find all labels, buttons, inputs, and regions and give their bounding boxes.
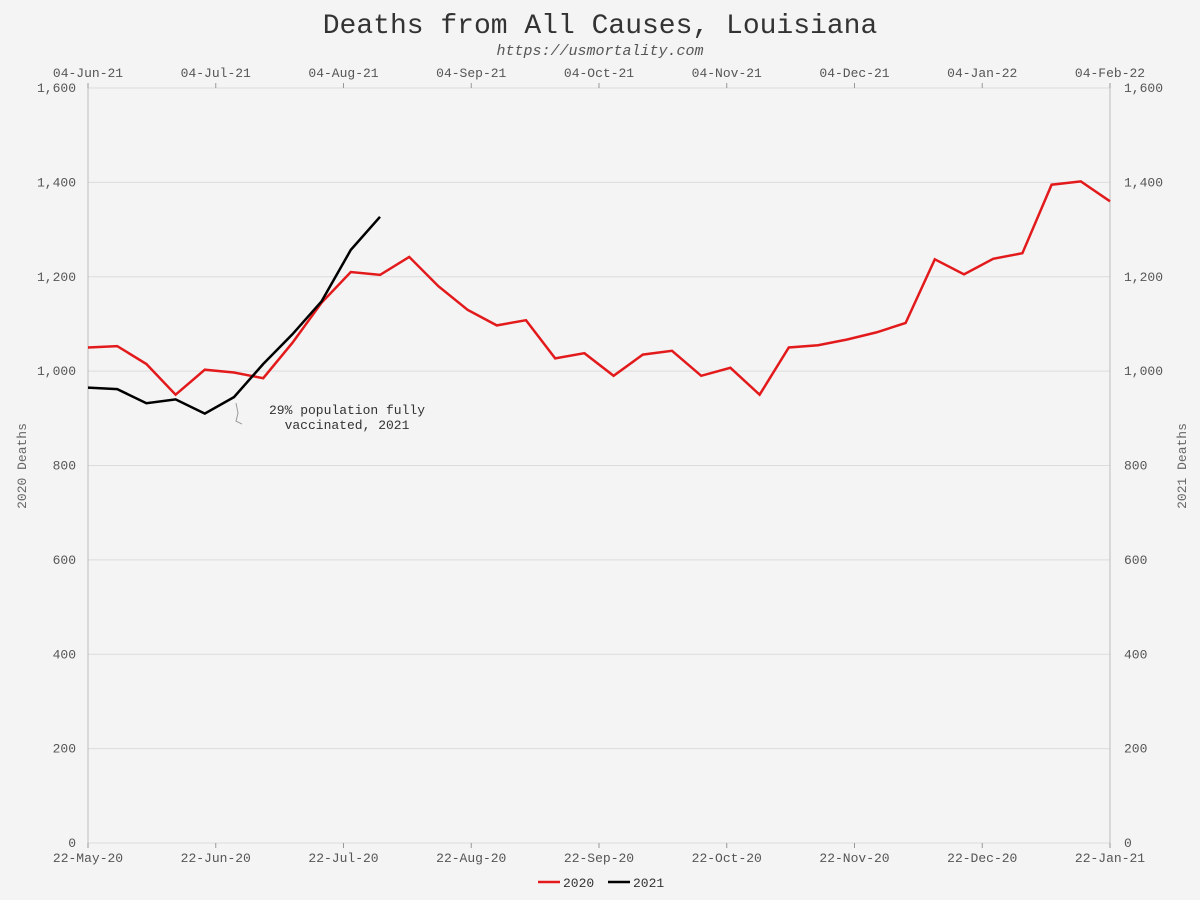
y-tick-label-left: 1,000 bbox=[37, 364, 76, 379]
x-bottom-tick-label: 22-Dec-20 bbox=[947, 851, 1017, 866]
y-tick-label-left: 0 bbox=[68, 836, 76, 851]
x-top-tick-label: 04-Sep-21 bbox=[436, 66, 506, 81]
series-line-2021 bbox=[87, 215, 381, 416]
y-tick-label-left: 600 bbox=[53, 553, 76, 568]
x-top-tick-label: 04-Jan-22 bbox=[947, 66, 1017, 81]
x-bottom-tick-label: 22-Aug-20 bbox=[436, 851, 506, 866]
series-layer bbox=[87, 180, 1111, 416]
x-bottom-tick-label: 22-May-20 bbox=[53, 851, 123, 866]
x-top-tick-label: 04-Jun-21 bbox=[53, 66, 123, 81]
legend-label-2020: 2020 bbox=[563, 876, 594, 891]
chart-title: Deaths from All Causes, Louisiana bbox=[323, 11, 878, 42]
y-tick-label-left: 1,600 bbox=[37, 81, 76, 96]
y-tick-label-right: 1,400 bbox=[1124, 175, 1163, 190]
y-tick-label-right: 400 bbox=[1124, 647, 1147, 662]
x-top-tick-label: 04-Feb-22 bbox=[1075, 66, 1145, 81]
x-top-tick-label: 04-Oct-21 bbox=[564, 66, 634, 81]
x-bottom-tick-label: 22-Jun-20 bbox=[181, 851, 251, 866]
y-axis-right-title: 2021 Deaths bbox=[1175, 423, 1190, 509]
y-tick-label-right: 1,200 bbox=[1124, 270, 1163, 285]
x-bottom-tick-label: 22-Jan-21 bbox=[1075, 851, 1145, 866]
y-tick-label-right: 1,000 bbox=[1124, 364, 1163, 379]
y-tick-label-left: 400 bbox=[53, 647, 76, 662]
y-tick-label-right: 200 bbox=[1124, 742, 1147, 757]
legend-label-2021: 2021 bbox=[633, 876, 664, 891]
annotation-line-2: vaccinated, 2021 bbox=[285, 418, 410, 433]
x-bottom-tick-label: 22-Jul-20 bbox=[308, 851, 378, 866]
chart-subtitle: https://usmortality.com bbox=[496, 43, 703, 60]
legend: 2020 2021 bbox=[538, 876, 664, 891]
y-axis-left-title: 2020 Deaths bbox=[15, 423, 30, 509]
y-tick-label-left: 1,400 bbox=[37, 175, 76, 190]
y-tick-label-right: 800 bbox=[1124, 459, 1147, 474]
annotation-layer: 29% population fully vaccinated, 2021 bbox=[235, 402, 425, 433]
annotation-line-1: 29% population fully bbox=[269, 403, 425, 418]
x-bottom-tick-label: 22-Sep-20 bbox=[564, 851, 634, 866]
x-bottom-tick-label: 22-Nov-20 bbox=[819, 851, 889, 866]
y-tick-label-right: 600 bbox=[1124, 553, 1147, 568]
x-top-tick-label: 04-Aug-21 bbox=[308, 66, 378, 81]
x-bottom-tick-label: 22-Oct-20 bbox=[692, 851, 762, 866]
x-top-tick-label: 04-Dec-21 bbox=[819, 66, 889, 81]
y-tick-label-right: 1,600 bbox=[1124, 81, 1163, 96]
x-top-tick-label: 04-Jul-21 bbox=[181, 66, 251, 81]
y-tick-label-left: 1,200 bbox=[37, 270, 76, 285]
series-line-2020 bbox=[87, 180, 1111, 397]
grid-layer bbox=[88, 87, 1110, 844]
x-top-tick-label: 04-Nov-21 bbox=[692, 66, 762, 81]
annotation-leader-line bbox=[235, 402, 243, 425]
axes-layer: 0 0 200 200 400 400 600 600 800 800 1,000 1,000 1,20… bbox=[37, 66, 1163, 866]
y-tick-label-left: 800 bbox=[53, 459, 76, 474]
y-tick-label-left: 200 bbox=[53, 742, 76, 757]
y-tick-label-right: 0 bbox=[1124, 836, 1132, 851]
